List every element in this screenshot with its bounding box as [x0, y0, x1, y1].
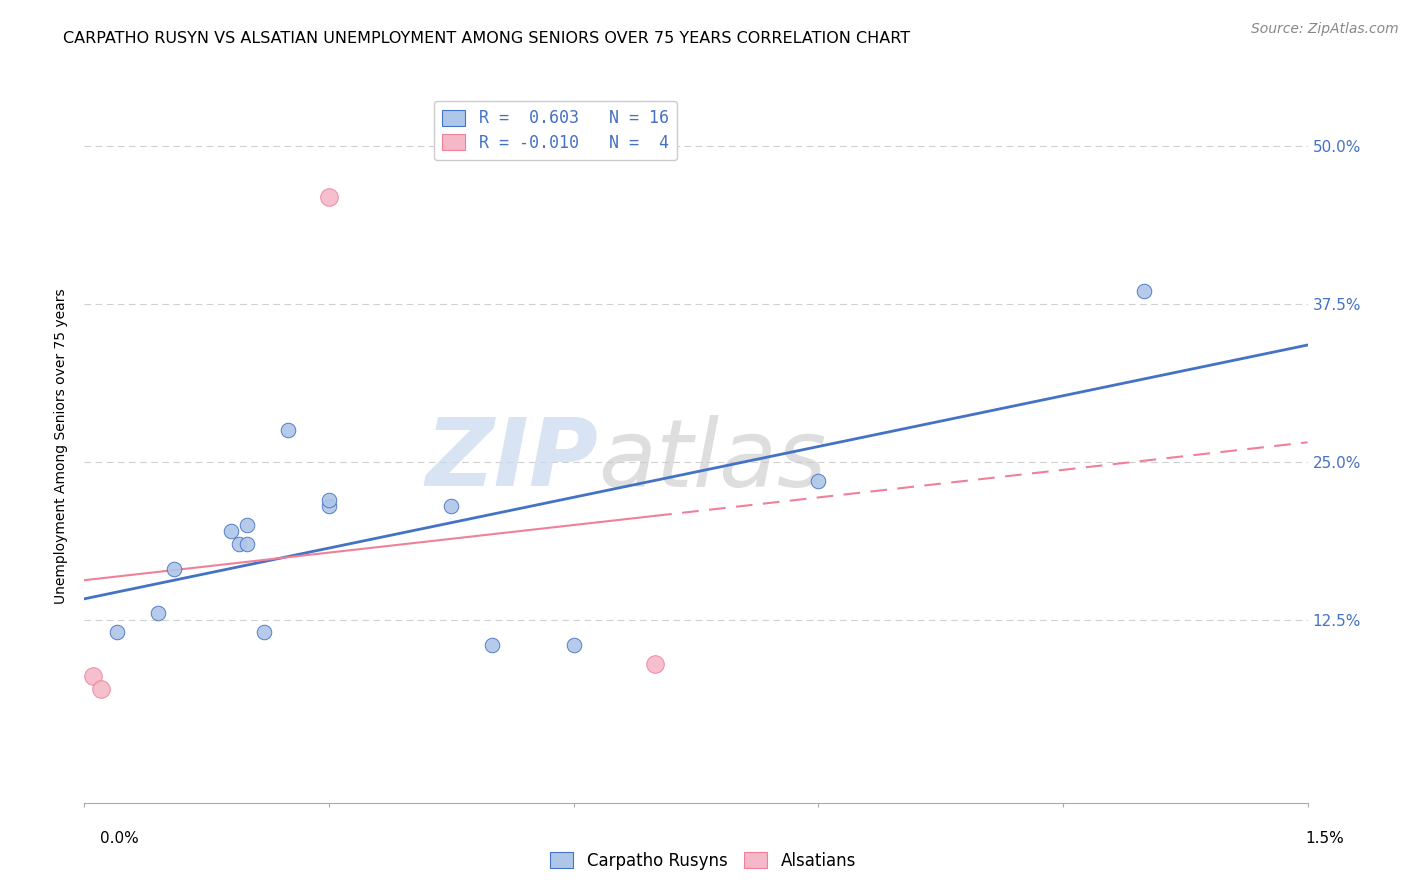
Text: 0.0%: 0.0%: [100, 831, 139, 846]
Text: ZIP: ZIP: [425, 414, 598, 507]
Point: [481, 638, 503, 652]
Point: [807, 474, 830, 488]
Point: [318, 492, 340, 507]
Point: [562, 638, 585, 652]
Point: [105, 625, 128, 640]
Legend: Carpatho Rusyns, Alsatians: Carpatho Rusyns, Alsatians: [543, 846, 863, 877]
Point: [90, 682, 112, 697]
Text: 1.5%: 1.5%: [1305, 831, 1344, 846]
Point: [146, 607, 169, 621]
Point: [253, 625, 276, 640]
Point: [82, 669, 104, 683]
Point: [236, 537, 259, 551]
Point: [318, 189, 340, 203]
Point: [219, 524, 242, 539]
Text: atlas: atlas: [598, 415, 827, 506]
Point: [440, 499, 463, 513]
Point: [236, 517, 259, 532]
Point: [318, 499, 340, 513]
Point: [1133, 285, 1156, 299]
Point: [644, 657, 666, 671]
Point: [228, 537, 250, 551]
Text: CARPATHO RUSYN VS ALSATIAN UNEMPLOYMENT AMONG SENIORS OVER 75 YEARS CORRELATION : CARPATHO RUSYN VS ALSATIAN UNEMPLOYMENT …: [63, 31, 911, 46]
Legend: R =  0.603   N = 16, R = -0.010   N =  4: R = 0.603 N = 16, R = -0.010 N = 4: [433, 101, 676, 161]
Y-axis label: Unemployment Among Seniors over 75 years: Unemployment Among Seniors over 75 years: [55, 288, 69, 604]
Point: [277, 423, 299, 437]
Text: Source: ZipAtlas.com: Source: ZipAtlas.com: [1251, 22, 1399, 37]
Point: [163, 562, 186, 576]
